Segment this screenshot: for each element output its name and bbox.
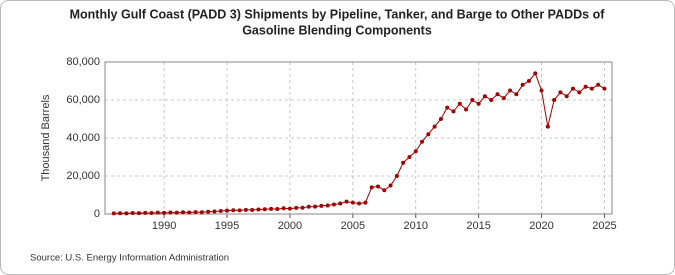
point: [155, 210, 160, 215]
point: [193, 210, 198, 215]
point: [269, 206, 274, 211]
x-tick-label: 2000: [278, 220, 302, 232]
y-tick-label: 60,000: [66, 94, 100, 106]
y-tick-label: 80,000: [66, 56, 100, 68]
point: [243, 207, 248, 212]
point: [162, 210, 167, 215]
point: [149, 211, 154, 216]
source: Source: U.S. Energy Information Administ…: [30, 253, 229, 264]
x-tick-label: 1995: [215, 220, 239, 232]
point: [294, 205, 299, 210]
point: [369, 185, 374, 190]
point: [187, 210, 192, 215]
point: [344, 199, 349, 204]
x-tick-label: 2010: [403, 220, 427, 232]
point: [174, 210, 179, 215]
point: [526, 79, 531, 83]
point: [382, 188, 387, 193]
x-tick-label: 1990: [152, 220, 176, 232]
point: [482, 94, 487, 99]
point: [136, 211, 141, 216]
point: [256, 207, 261, 212]
point: [539, 88, 544, 93]
x-tick-label: 2015: [466, 220, 490, 232]
point: [489, 98, 494, 102]
x-tick-label: 2025: [592, 220, 616, 232]
point: [262, 207, 267, 212]
point: [237, 208, 242, 213]
point: [124, 211, 129, 216]
point: [533, 71, 538, 76]
y-tick-label: 40,000: [66, 132, 100, 144]
point: [199, 210, 204, 215]
y-axis-label: Thousand Barrels: [40, 94, 52, 181]
point: [394, 174, 399, 178]
point: [168, 210, 173, 215]
chart-title: Gasoline Blending Components: [242, 23, 432, 37]
point: [413, 149, 418, 154]
point: [571, 86, 575, 91]
point: [143, 210, 148, 215]
x-tick-label: 2005: [341, 220, 365, 232]
point: [338, 201, 343, 206]
point: [564, 94, 569, 99]
point: [325, 203, 330, 208]
point: [300, 205, 305, 210]
point: [577, 90, 582, 95]
point: [357, 201, 362, 206]
point: [476, 101, 481, 106]
point: [420, 139, 425, 144]
point: [495, 92, 500, 97]
point: [445, 105, 450, 110]
point: [583, 84, 588, 89]
point: [457, 101, 462, 106]
point: [111, 211, 116, 216]
point: [464, 107, 469, 112]
point: [438, 117, 443, 121]
point: [501, 96, 506, 101]
point: [470, 98, 475, 102]
chart-title: Monthly Gulf Coast (PADD 3) Shipments by…: [70, 7, 606, 21]
point: [596, 82, 601, 87]
y-tick-label: 0: [94, 208, 100, 220]
point: [520, 82, 525, 87]
point: [306, 204, 311, 209]
point: [130, 211, 135, 216]
point: [552, 98, 557, 102]
point: [206, 209, 211, 214]
point: [350, 200, 355, 205]
point: [181, 210, 185, 215]
point: [426, 132, 431, 137]
point: [118, 211, 123, 216]
point: [212, 209, 217, 214]
point: [225, 208, 230, 213]
point: [451, 109, 456, 114]
point: [218, 208, 223, 213]
point: [545, 124, 550, 129]
point: [313, 204, 318, 209]
point: [388, 183, 393, 188]
point: [602, 86, 607, 91]
point: [407, 155, 412, 159]
point: [331, 202, 336, 207]
point: [432, 124, 437, 129]
point: [250, 208, 255, 213]
point: [589, 86, 594, 91]
y-tick-label: 20,000: [66, 170, 100, 182]
point: [401, 160, 406, 165]
point: [231, 208, 236, 213]
plot-area: [104, 61, 613, 215]
point: [275, 207, 280, 212]
point: [376, 184, 380, 189]
point: [319, 203, 324, 208]
x-tick-label: 2020: [529, 220, 553, 232]
point: [558, 90, 563, 95]
point: [287, 206, 292, 211]
point: [281, 206, 286, 211]
point: [508, 88, 513, 93]
point: [514, 92, 519, 97]
point: [363, 200, 368, 205]
